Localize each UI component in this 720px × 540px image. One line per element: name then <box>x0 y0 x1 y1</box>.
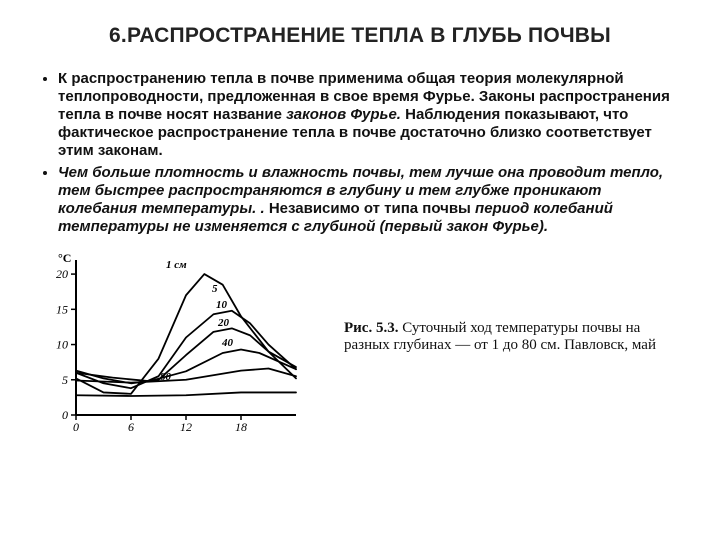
svg-text:5: 5 <box>212 283 218 295</box>
text: Независимо от типа почвы <box>265 200 475 217</box>
svg-text:80: 80 <box>160 371 172 383</box>
svg-text:6: 6 <box>128 420 134 434</box>
list-item: К распространению тепла в почве применим… <box>58 70 684 160</box>
svg-text:20: 20 <box>217 317 230 329</box>
svg-text:10: 10 <box>216 299 228 311</box>
list-item: Чем больше плотность и влажность почвы, … <box>58 164 684 236</box>
svg-text:18: 18 <box>235 420 247 434</box>
svg-text:°C: °C <box>58 251 71 265</box>
svg-text:10: 10 <box>56 338 68 352</box>
caption-label: Рис. 5.3. <box>344 320 398 336</box>
svg-text:15: 15 <box>56 302 68 316</box>
text-italic: (первый закон Фурье). <box>380 218 548 235</box>
svg-text:5: 5 <box>62 373 68 387</box>
figure-row: 0 5 10 15 20 °C 0 6 12 18 1 см 5 10 20 40 80 Рис. 5.3. … <box>36 250 684 435</box>
figure-caption: Рис. 5.3. Суточный ход температуры почвы… <box>344 320 664 354</box>
svg-text:40: 40 <box>221 337 234 349</box>
svg-text:0: 0 <box>73 420 79 434</box>
svg-text:0: 0 <box>62 408 68 422</box>
text-italic: законов Фурье. <box>286 106 401 123</box>
bullet-list: К распространению тепла в почве применим… <box>36 70 684 236</box>
svg-text:12: 12 <box>180 420 192 434</box>
page-title: 6.РАСПРОСТРАНЕНИЕ ТЕПЛА В ГЛУБЬ ПОЧВЫ <box>36 24 684 48</box>
soil-temperature-chart: 0 5 10 15 20 °C 0 6 12 18 1 см 5 10 20 40 80 <box>36 250 316 435</box>
svg-text:1 см: 1 см <box>166 259 187 271</box>
svg-text:20: 20 <box>56 267 68 281</box>
